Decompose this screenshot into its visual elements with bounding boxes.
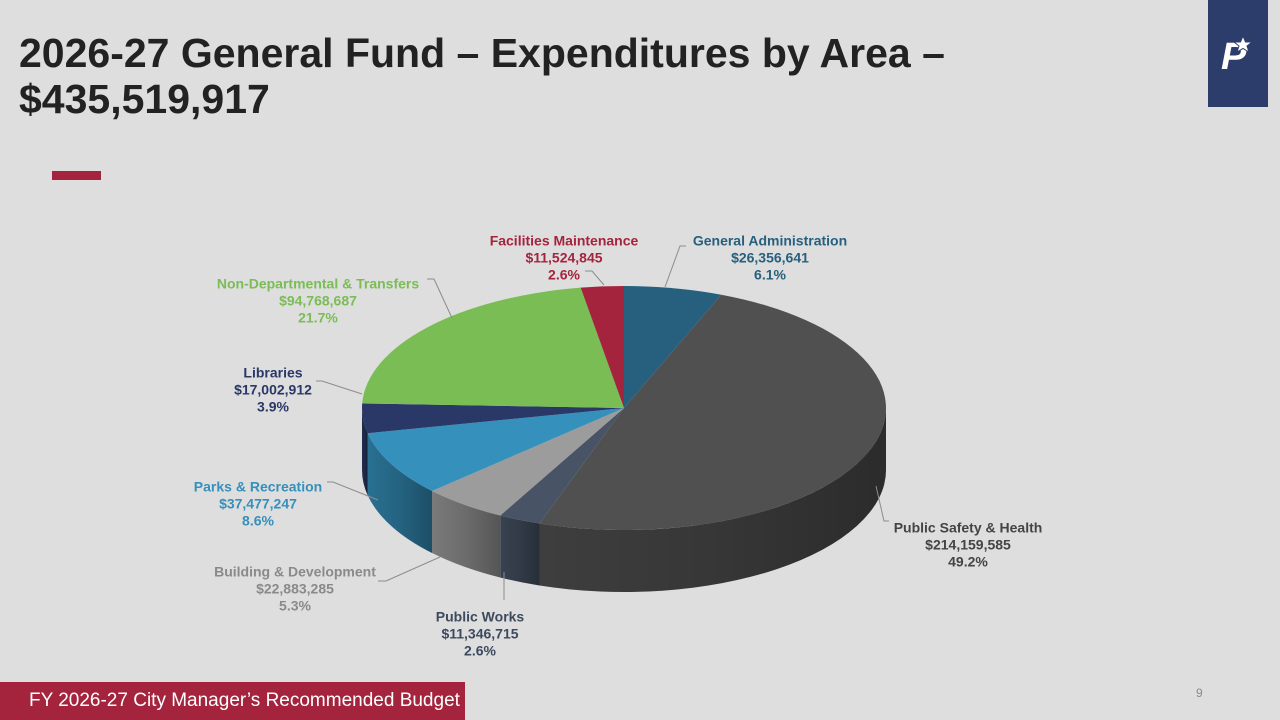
pie-side-shade-parks-and-recreation — [367, 433, 433, 554]
data-label-amount-parks-and-recreation: $37,477,247 — [219, 495, 297, 511]
pie-slice-general-administration — [624, 286, 722, 408]
data-label-amount-building-and-development: $22,883,285 — [256, 580, 334, 596]
page-number: 9 — [1196, 686, 1203, 700]
pie-slice-public-works — [500, 408, 624, 524]
pie-side-shade-libraries — [362, 408, 368, 496]
leader-line-parks-and-recreation — [327, 481, 379, 501]
pie-slice-libraries — [362, 403, 624, 434]
leader-line-facilities-maintenance — [585, 270, 605, 286]
pie-sides — [362, 408, 886, 592]
leader-line-libraries — [316, 380, 363, 395]
data-label-amount-public-safety-and-health: $214,159,585 — [925, 536, 1011, 552]
data-label-amount-public-works: $11,346,715 — [441, 625, 518, 641]
pie-top — [362, 286, 887, 531]
data-label-percent-building-and-development: 5.3% — [279, 597, 311, 613]
data-label-name-public-safety-and-health: Public Safety & Health — [894, 519, 1043, 535]
pie-slice-building-and-development — [432, 408, 624, 516]
leader-line-building-and-development — [378, 556, 441, 582]
data-label-percent-public-works: 2.6% — [464, 642, 496, 658]
data-label-percent-general-administration: 6.1% — [754, 266, 786, 282]
data-label-name-facilities-maintenance: Facilities Maintenance — [490, 232, 639, 248]
pie-side-shade-building-and-development — [432, 491, 501, 578]
footer-banner: FY 2026-27 City Manager’s Recommended Bu… — [0, 682, 465, 720]
title-accent-bar — [52, 171, 101, 180]
star-p-logo-icon: P — [1221, 34, 1254, 76]
data-label-percent-non-departmental-and-transfers: 21.7% — [298, 309, 338, 325]
leader-line-non-departmental-and-transfers — [427, 278, 453, 319]
pie-side-shade-public-safety-and-health — [539, 408, 886, 592]
pie-leader-lines — [316, 245, 889, 600]
data-label-name-general-administration: General Administration — [693, 232, 847, 248]
data-label-name-libraries: Libraries — [243, 364, 302, 380]
data-label-name-parks-and-recreation: Parks & Recreation — [194, 478, 322, 494]
slide-title: 2026-27 General Fund – Expenditures by A… — [19, 30, 945, 122]
pie-slice-facilities-maintenance — [580, 286, 624, 408]
pie-slice-public-safety-and-health — [539, 294, 887, 531]
data-label-amount-libraries: $17,002,912 — [234, 381, 312, 397]
data-label-name-non-departmental-and-transfers: Non-Departmental & Transfers — [217, 275, 419, 291]
pie-slice-non-departmental-and-transfers — [362, 287, 624, 408]
data-label-percent-parks-and-recreation: 8.6% — [242, 512, 274, 528]
data-label-name-public-works: Public Works — [436, 608, 525, 624]
data-label-percent-public-safety-and-health: 49.2% — [948, 553, 988, 569]
city-logo: P — [1208, 0, 1268, 107]
data-label-name-building-and-development: Building & Development — [214, 563, 376, 579]
pie-side-shade-public-works — [500, 515, 540, 586]
leader-line-public-safety-and-health — [875, 485, 889, 522]
data-label-amount-general-administration: $26,356,641 — [731, 249, 809, 265]
data-label-percent-libraries: 3.9% — [257, 398, 289, 414]
data-label-percent-facilities-maintenance: 2.6% — [548, 266, 580, 282]
data-label-amount-non-departmental-and-transfers: $94,768,687 — [279, 292, 357, 308]
data-label-amount-facilities-maintenance: $11,524,845 — [525, 249, 602, 265]
leader-line-general-administration — [664, 245, 686, 288]
pie-slice-parks-and-recreation — [367, 408, 624, 492]
